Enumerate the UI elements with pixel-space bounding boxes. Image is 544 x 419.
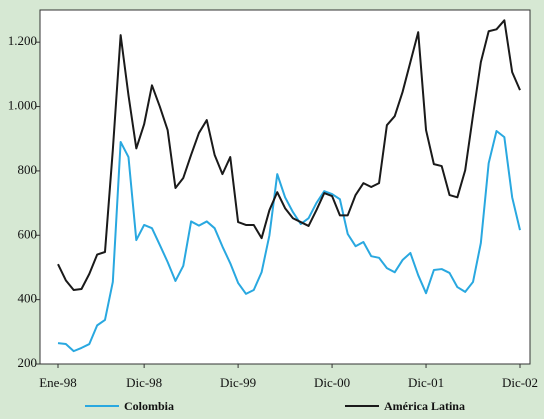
series-line bbox=[57, 19, 521, 291]
x-tick-label: Dic-00 bbox=[314, 375, 350, 390]
legend-label: Colombia bbox=[124, 399, 174, 413]
legend-label: América Latina bbox=[384, 399, 465, 413]
y-tick-label: 400 bbox=[18, 291, 38, 306]
y-tick-label: 600 bbox=[18, 226, 38, 241]
x-tick-label: Dic-99 bbox=[220, 375, 256, 390]
y-tick-label: 800 bbox=[18, 162, 38, 177]
y-tick-label: 1.000 bbox=[8, 98, 37, 113]
x-tick-label: Dic-01 bbox=[408, 375, 444, 390]
x-tick-label: Ene-98 bbox=[39, 375, 77, 390]
series-line bbox=[57, 130, 521, 353]
x-tick-label: Dic-02 bbox=[502, 375, 538, 390]
x-tick-label: Dic-98 bbox=[126, 375, 162, 390]
y-tick-label: 200 bbox=[18, 355, 38, 370]
y-tick-label: 1.200 bbox=[8, 33, 37, 48]
plot-area bbox=[39, 9, 531, 365]
